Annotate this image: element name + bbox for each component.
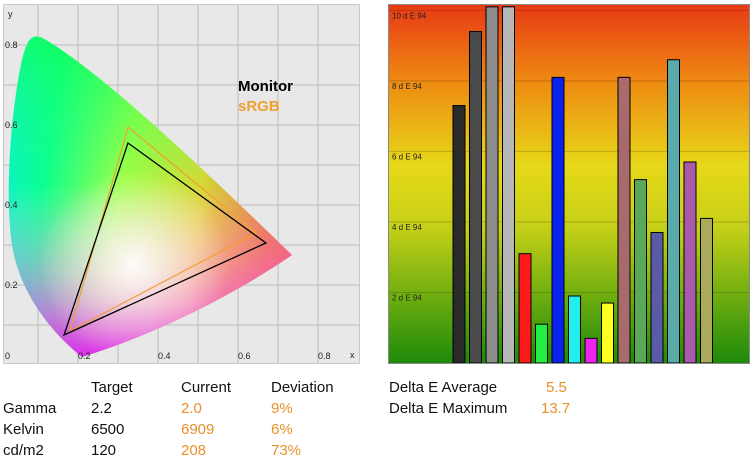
- delta-e-bar: [601, 302, 614, 363]
- y-tick-label: 4 d E 94: [392, 223, 422, 232]
- axis-x-label: x: [350, 350, 355, 360]
- gamma-current: 2.0: [181, 400, 202, 417]
- delta-e-bar: [551, 76, 565, 363]
- y-tick-label: 2 d E 94: [392, 293, 422, 302]
- delta-e-bar-chart: 10 d E 94 8 d E 94 6 d E 94 4 d E 94 2 d E 9…: [389, 5, 749, 363]
- delta-e-chart-panel: 10 d E 94 8 d E 94 6 d E 94 4 d E 94 2 d E 9…: [388, 4, 750, 364]
- y-tick-label: 0.6: [5, 120, 18, 130]
- delta-e-bar: [700, 217, 713, 363]
- gamma-target: 2.2: [91, 400, 112, 417]
- delta-e-maximum-label: Delta E Maximum: [389, 400, 508, 417]
- delta-e-bar: [650, 232, 664, 363]
- delta-e-bar: [469, 31, 482, 363]
- delta-e-bar: [502, 6, 515, 363]
- delta-e-bar: [485, 6, 499, 363]
- axis-y-label: y: [8, 9, 13, 19]
- x-tick-label: 0.8: [318, 351, 331, 361]
- row-label-kelvin: Kelvin: [3, 421, 44, 438]
- delta-e-bar: [568, 295, 581, 363]
- luminance-current: 208: [181, 442, 207, 459]
- y-tick-label: 0.2: [5, 280, 18, 290]
- y-tick-label: 0.4: [5, 200, 18, 210]
- delta-e-bar: [617, 76, 631, 363]
- delta-e-bar: [452, 105, 466, 363]
- legend-srgb: sRGB: [238, 98, 280, 115]
- header-target: Target: [91, 379, 133, 396]
- x-tick-label: 0.6: [238, 351, 251, 361]
- x-tick-label: 0.2: [78, 351, 91, 361]
- luminance-target: 120: [91, 442, 117, 459]
- y-tick-label: 10 d E 94: [392, 11, 427, 20]
- kelvin-deviation: 6%: [271, 421, 293, 438]
- x-tick-label: 0.4: [158, 351, 171, 361]
- monitor-gamut-triangle: [62, 141, 268, 337]
- delta-e-bar: [667, 59, 680, 363]
- delta-e-average-value: 5.5: [546, 379, 567, 396]
- delta-e-bar: [634, 179, 647, 363]
- cie-diagram: y x 0.8 0.6 0.4 0.2 0 0.2 0.4 0.6 0.8 Mo…: [4, 5, 359, 363]
- delta-e-maximum-value: 13.7: [541, 400, 571, 417]
- y-tick-label: 6 d E 94: [392, 152, 422, 161]
- luminance-deviation: 73%: [271, 442, 302, 459]
- y-tick-label: 0.8: [5, 40, 18, 50]
- delta-e-bar: [535, 323, 548, 363]
- delta-e-average-label: Delta E Average: [389, 379, 498, 396]
- gamma-deviation: 9%: [271, 400, 293, 417]
- chart-bars: [452, 6, 713, 363]
- delta-e-bar: [683, 161, 697, 363]
- delta-e-bar: [584, 337, 598, 363]
- kelvin-target: 6500: [91, 421, 125, 438]
- kelvin-current: 6909: [181, 421, 215, 438]
- cie-diagram-panel: y x 0.8 0.6 0.4 0.2 0 0.2 0.4 0.6 0.8 Mo…: [3, 4, 360, 364]
- spectral-locus: [8, 36, 293, 357]
- row-label-luminance: cd/m2: [3, 442, 44, 459]
- header-deviation: Deviation: [271, 379, 334, 396]
- header-current: Current: [181, 379, 232, 396]
- chart-y-ticks: 10 d E 94 8 d E 94 6 d E 94 4 d E 94 2 d E 9…: [392, 11, 427, 302]
- y-tick-label: 8 d E 94: [392, 82, 422, 91]
- origin-label: 0: [5, 351, 10, 361]
- legend-monitor: Monitor: [238, 78, 293, 95]
- row-label-gamma: Gamma: [3, 400, 57, 417]
- delta-e-bar: [518, 253, 532, 363]
